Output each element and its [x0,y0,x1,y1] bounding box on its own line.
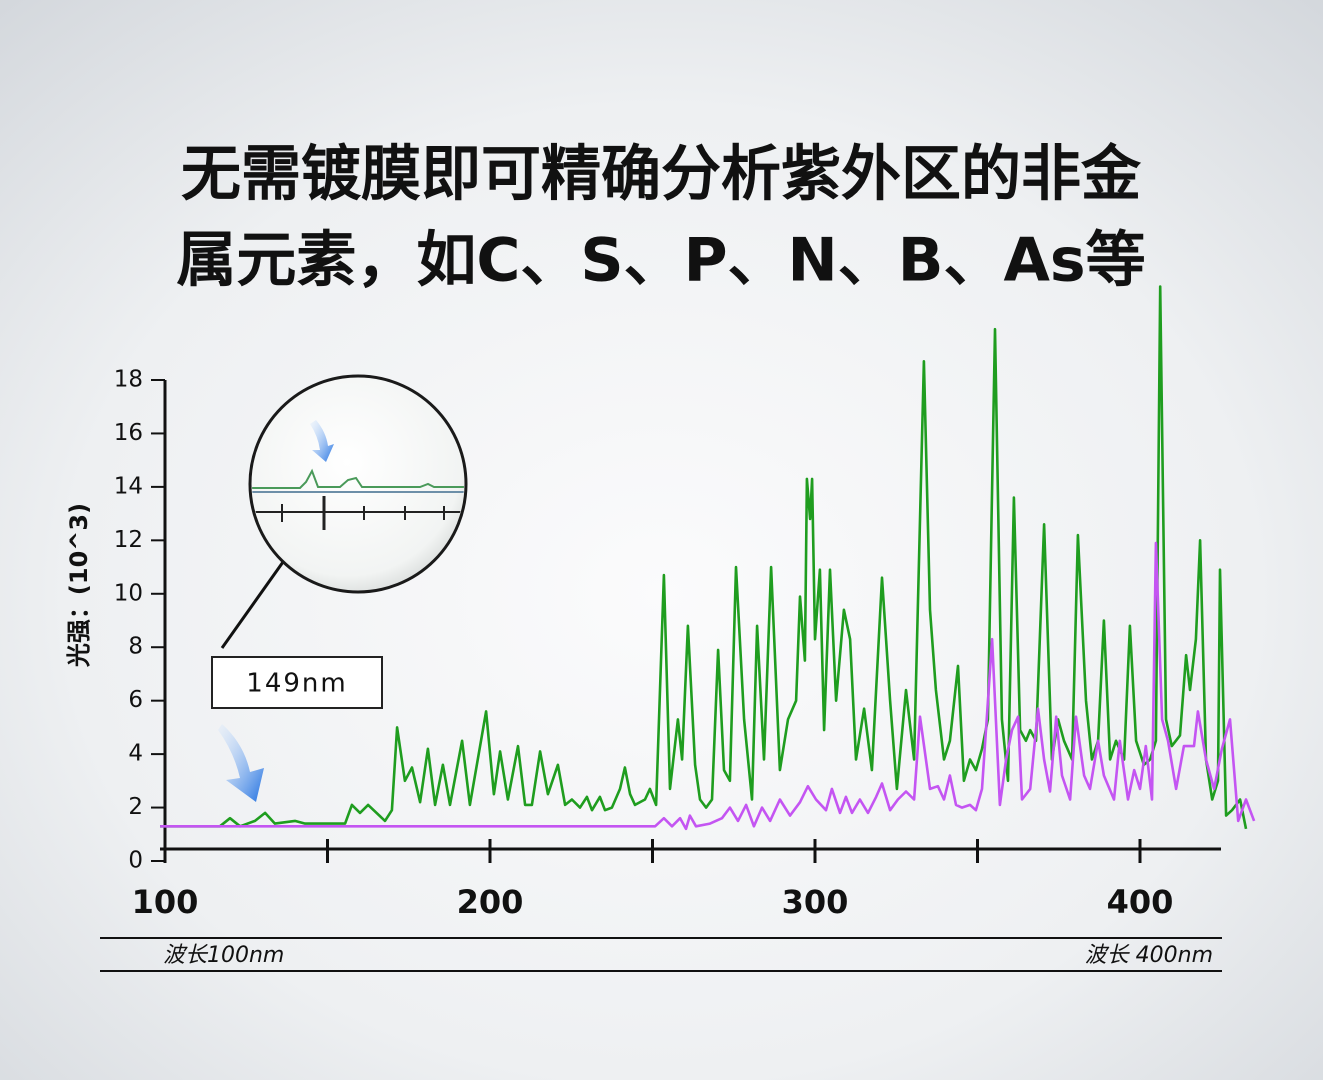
y-tick-label: 4 [128,741,143,767]
y-tick-label: 10 [114,580,143,606]
title-line: 无需镀膜即可精确分析紫外区的非金 [181,140,1142,210]
y-tick-label: 2 [128,794,143,820]
y-tick-label: 18 [114,367,143,393]
x-caption: 波长 400nm [1085,943,1213,968]
y-tick-label: 12 [114,527,143,553]
x-caption: 波长100nm [163,943,284,968]
magnifier-detail [252,420,464,530]
plot-area: 0 2 4 6 8 10 12 14 16 18 100 200 300 400 [114,285,1256,921]
title-line: 属元素，如C、S、P、N、B、As等 [176,226,1145,296]
x-tick-label: 100 [132,883,199,921]
y-tick-label: 16 [114,420,143,446]
pointer-arrow [218,724,264,802]
x-tick-label: 300 [782,883,849,921]
spectrum-line [160,541,1256,831]
x-tick-label: 200 [457,883,524,921]
annotation-box [211,656,383,709]
spectrum-line [160,285,1248,830]
y-tick-label: 6 [128,687,143,713]
annotation: 149nm [246,669,347,699]
magnifier [248,374,468,594]
x-tick-label: 400 [1107,883,1174,921]
callout-line [220,561,285,649]
y-tick-label: 14 [114,473,143,499]
y-tick-label: 8 [128,634,143,660]
y-axis-label: 光强：(10^3) [65,503,93,668]
y-tick-label: 0 [128,848,143,874]
